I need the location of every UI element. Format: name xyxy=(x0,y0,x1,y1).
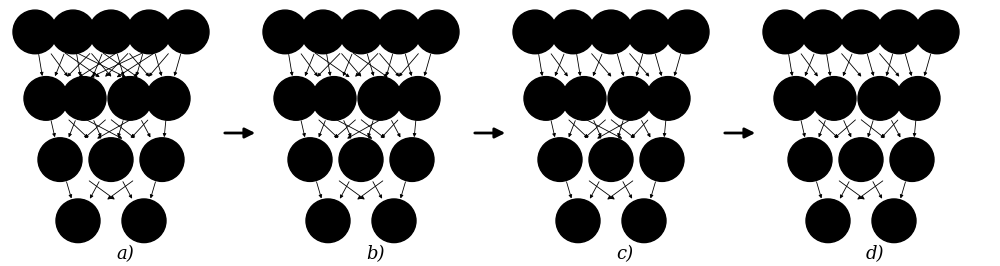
Ellipse shape xyxy=(415,10,459,54)
Ellipse shape xyxy=(788,138,832,181)
Ellipse shape xyxy=(339,10,383,54)
Ellipse shape xyxy=(312,77,356,120)
Ellipse shape xyxy=(839,10,883,54)
Ellipse shape xyxy=(146,77,190,120)
Ellipse shape xyxy=(165,10,209,54)
Ellipse shape xyxy=(372,199,416,243)
Ellipse shape xyxy=(288,138,332,181)
Ellipse shape xyxy=(622,199,666,243)
Ellipse shape xyxy=(763,10,807,54)
Ellipse shape xyxy=(263,10,307,54)
Ellipse shape xyxy=(538,138,582,181)
Ellipse shape xyxy=(915,10,959,54)
Ellipse shape xyxy=(306,199,350,243)
Ellipse shape xyxy=(640,138,684,181)
Ellipse shape xyxy=(774,77,818,120)
Ellipse shape xyxy=(801,10,845,54)
Ellipse shape xyxy=(274,77,318,120)
Ellipse shape xyxy=(89,10,133,54)
Ellipse shape xyxy=(301,10,345,54)
Ellipse shape xyxy=(377,10,421,54)
Ellipse shape xyxy=(839,138,883,181)
Ellipse shape xyxy=(665,10,709,54)
Ellipse shape xyxy=(562,77,606,120)
Ellipse shape xyxy=(608,77,652,120)
Ellipse shape xyxy=(551,10,595,54)
Ellipse shape xyxy=(646,77,690,120)
Ellipse shape xyxy=(108,77,152,120)
Ellipse shape xyxy=(13,10,57,54)
Ellipse shape xyxy=(589,138,633,181)
Ellipse shape xyxy=(890,138,934,181)
Ellipse shape xyxy=(812,77,856,120)
Text: b): b) xyxy=(366,245,384,263)
Text: c): c) xyxy=(616,245,634,263)
Text: d): d) xyxy=(866,245,884,263)
Ellipse shape xyxy=(589,10,633,54)
Ellipse shape xyxy=(24,77,68,120)
Ellipse shape xyxy=(877,10,921,54)
Ellipse shape xyxy=(872,199,916,243)
Ellipse shape xyxy=(38,138,82,181)
Ellipse shape xyxy=(858,77,902,120)
Text: a): a) xyxy=(116,245,134,263)
Ellipse shape xyxy=(524,77,568,120)
Ellipse shape xyxy=(556,199,600,243)
Ellipse shape xyxy=(896,77,940,120)
Ellipse shape xyxy=(62,77,106,120)
Ellipse shape xyxy=(390,138,434,181)
Ellipse shape xyxy=(627,10,671,54)
Ellipse shape xyxy=(56,199,100,243)
Ellipse shape xyxy=(140,138,184,181)
Ellipse shape xyxy=(51,10,95,54)
Ellipse shape xyxy=(396,77,440,120)
Ellipse shape xyxy=(339,138,383,181)
Ellipse shape xyxy=(806,199,850,243)
Ellipse shape xyxy=(127,10,171,54)
Ellipse shape xyxy=(89,138,133,181)
Ellipse shape xyxy=(122,199,166,243)
Ellipse shape xyxy=(358,77,402,120)
Ellipse shape xyxy=(513,10,557,54)
